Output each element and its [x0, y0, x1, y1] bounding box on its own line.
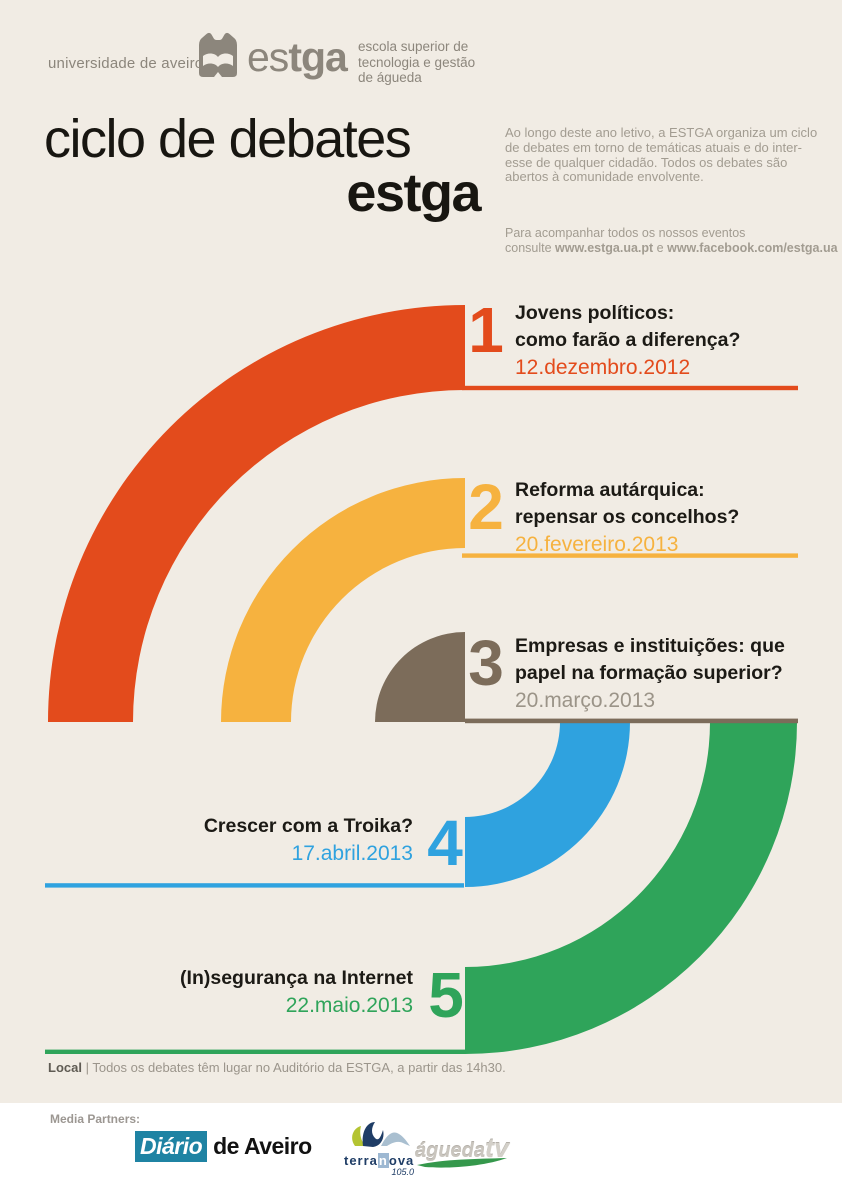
intro-paragraph: Ao longo deste ano letivo, a ESTGA organ…: [505, 125, 818, 185]
terranova-word-b: ova: [388, 1153, 415, 1168]
entry-3-date: 20.março.2013: [515, 689, 656, 712]
school-name-line1: escola superior de: [358, 39, 469, 54]
rule-5-green: [45, 1049, 465, 1054]
university-name: universidade de aveiro: [48, 55, 204, 72]
estga-wordmark-bold: tga: [288, 34, 347, 80]
school-name-line3: de águeda: [358, 70, 422, 85]
terranova-frequency: 105.0: [391, 1167, 414, 1177]
school-name-line2: tecnologia e gestão: [358, 54, 476, 70]
entry-3-number: 3: [468, 627, 504, 699]
entry-2: Reforma autárquica: repensar os concelho…: [515, 477, 739, 558]
estga-wordmark-light: es: [247, 34, 289, 80]
entry-2-number: 2: [468, 471, 504, 543]
terranova-waves-icon: [352, 1122, 410, 1147]
terranova-radio-logo: terranova 105.0: [344, 1120, 414, 1177]
follow-prefix: consulte: [505, 241, 556, 255]
rule-4-blue: [45, 883, 464, 888]
entry-1-number: 1: [468, 294, 504, 366]
entry-3: Empresas e instituições: que papel na fo…: [515, 633, 785, 714]
diario-logo-box: Diário: [135, 1131, 208, 1162]
follow-line1: Para acompanhar todos os nossos eventos: [505, 226, 746, 240]
arc-3-brown: [375, 632, 465, 722]
entry-5: (In)segurança na Internet 22.maio.2013: [180, 965, 413, 1019]
agueda-tv-logo: águedatv: [415, 1133, 510, 1168]
arc-2-yellow: [221, 478, 465, 722]
arc-4-blue: [465, 722, 630, 887]
location-label: Local: [48, 1060, 82, 1075]
poster-title-line2: estga: [346, 163, 481, 223]
rule-1-red: [462, 385, 798, 391]
terranova-word-a: terra: [344, 1153, 378, 1168]
poster-title-line1: ciclo de debates: [44, 109, 412, 169]
entry-1-title-line2: como farão a diferença?: [515, 329, 741, 351]
location-note: Local | Todos os debates têm lugar no Au…: [48, 1060, 506, 1075]
arc-5-green: [465, 722, 797, 1054]
follow-us-text: Para acompanhar todos os nossos eventos …: [505, 226, 838, 256]
entry-4: Crescer com a Troika? 17.abril.2013: [204, 813, 413, 867]
entry-2-date: 20.fevereiro.2013: [515, 533, 679, 556]
terranova-wordmark: terranova: [344, 1153, 415, 1168]
school-full-name: escola superior de tecnologia e gestão d…: [358, 39, 475, 86]
entry-2-title-line1: Reforma autárquica:: [515, 479, 705, 501]
estga-wordmark: estga: [247, 34, 348, 81]
university-aveiro-logo-icon: [199, 32, 237, 77]
entry-3-title-line1: Empresas e instituições: que: [515, 635, 785, 657]
entry-4-date: 17.abril.2013: [291, 842, 413, 865]
terranova-word-n: n: [377, 1153, 389, 1168]
entry-4-title-line1: Crescer com a Troika?: [203, 815, 413, 837]
entry-1-title-line1: Jovens políticos:: [515, 302, 675, 324]
agueda-tv-swoosh-icon: [417, 1158, 507, 1168]
entry-2-title-line2: repensar os concelhos?: [515, 506, 740, 528]
follow-mid: e: [653, 241, 668, 255]
estga-website-url: www.estga.ua.pt: [555, 241, 654, 255]
intro-line3: esse de qualquer cidadão. Todos os debat…: [505, 154, 788, 170]
media-partners-label: Media Partners:: [50, 1112, 141, 1126]
entry-3-title-line2: papel na formação superior?: [515, 662, 783, 684]
facebook-url: www.facebook.com/estga.ua: [667, 241, 838, 255]
follow-line2: consulte www.estga.ua.pt e www.facebook.…: [505, 241, 838, 256]
arc-1-red: [48, 305, 465, 722]
agueda-tv-word: águeda: [415, 1140, 486, 1162]
rule-3-brown: [465, 718, 798, 724]
agueda-tv-tv: tv: [485, 1133, 510, 1163]
diario-logo-rest: de Aveiro: [207, 1133, 312, 1159]
intro-line2: de debates em torno de temáticas atuais …: [505, 139, 803, 155]
entry-5-number: 5: [428, 959, 464, 1031]
entry-4-number: 4: [427, 807, 463, 879]
entry-1: Jovens políticos: como farão a diferença…: [515, 300, 740, 381]
entry-5-date: 22.maio.2013: [285, 994, 413, 1017]
intro-line4: abertos à comunidade envolvente.: [505, 169, 704, 185]
location-separator: |: [81, 1060, 93, 1075]
entry-5-title-line1: (In)segurança na Internet: [180, 967, 413, 989]
intro-line1: Ao longo deste ano letivo, a ESTGA organ…: [505, 125, 818, 140]
location-text: Todos os debates têm lugar no Auditório …: [92, 1060, 506, 1075]
diario-de-aveiro-logo: Diário de Aveiro: [135, 1131, 312, 1162]
entry-1-date: 12.dezembro.2012: [515, 356, 691, 379]
